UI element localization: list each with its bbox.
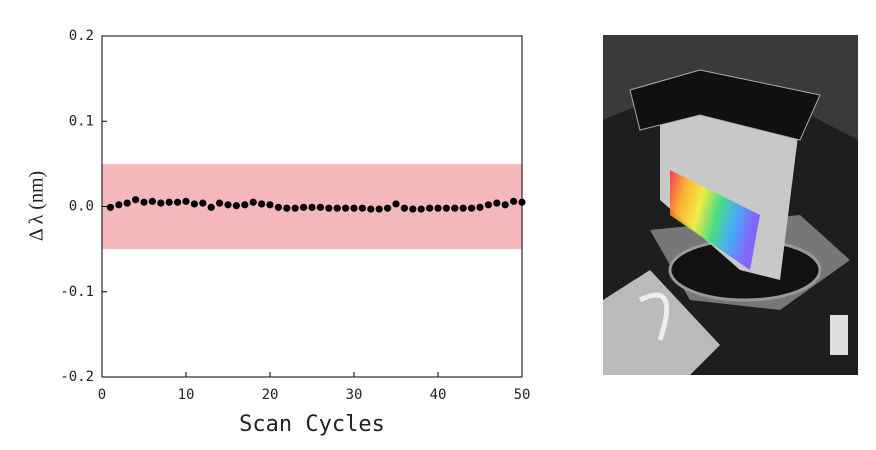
point <box>115 201 123 209</box>
point <box>459 204 467 212</box>
point <box>417 205 425 213</box>
point <box>165 198 173 206</box>
y-tick-label: 0.1 <box>69 113 94 129</box>
point <box>392 200 400 208</box>
point <box>342 204 350 212</box>
x-tick-label: 10 <box>178 387 195 403</box>
photo <box>603 35 858 375</box>
point <box>367 205 375 213</box>
plot-frame <box>101 35 523 378</box>
x-tick-label: 30 <box>346 387 363 403</box>
point <box>442 204 450 212</box>
point <box>148 197 156 205</box>
point <box>132 196 140 204</box>
point <box>283 204 291 212</box>
point <box>400 204 408 212</box>
x-tick-label: 20 <box>262 387 279 403</box>
point <box>190 200 198 208</box>
point <box>157 199 165 207</box>
point <box>426 204 434 212</box>
point <box>308 203 316 211</box>
point <box>249 198 257 206</box>
x-tick-label: 40 <box>430 387 447 403</box>
x-tick-label: 0 <box>98 387 106 403</box>
point <box>300 203 308 211</box>
point <box>216 199 224 207</box>
point <box>207 203 215 211</box>
point <box>468 204 476 212</box>
point <box>224 201 232 209</box>
point <box>476 203 484 211</box>
y-axis-label: Δ λ (nm) <box>26 171 48 241</box>
y-tick-label: 0.2 <box>69 28 94 44</box>
point <box>350 204 358 212</box>
point <box>509 197 518 205</box>
point <box>451 204 459 212</box>
point <box>375 205 383 213</box>
point <box>182 197 190 205</box>
point <box>266 201 274 209</box>
point <box>174 198 182 206</box>
point <box>316 203 324 211</box>
point <box>409 205 417 213</box>
x-axis-label: Scan Cycles <box>239 412 385 437</box>
point <box>501 201 509 209</box>
y-tick-label: -0.1 <box>60 284 94 300</box>
point <box>358 204 366 212</box>
point <box>258 200 266 208</box>
point <box>493 199 501 207</box>
point <box>274 203 282 211</box>
point <box>325 204 333 212</box>
y-tick-label: -0.2 <box>60 369 94 385</box>
y-tick-label: 0.0 <box>69 199 94 215</box>
point <box>140 198 148 206</box>
point <box>106 203 114 211</box>
point <box>484 201 492 209</box>
point <box>241 201 249 209</box>
point <box>199 199 207 207</box>
point <box>384 204 392 212</box>
point <box>232 202 240 210</box>
point <box>291 204 299 212</box>
point <box>333 204 341 212</box>
point <box>434 204 442 212</box>
x-tick-label: 50 <box>514 387 531 403</box>
point <box>123 199 131 207</box>
